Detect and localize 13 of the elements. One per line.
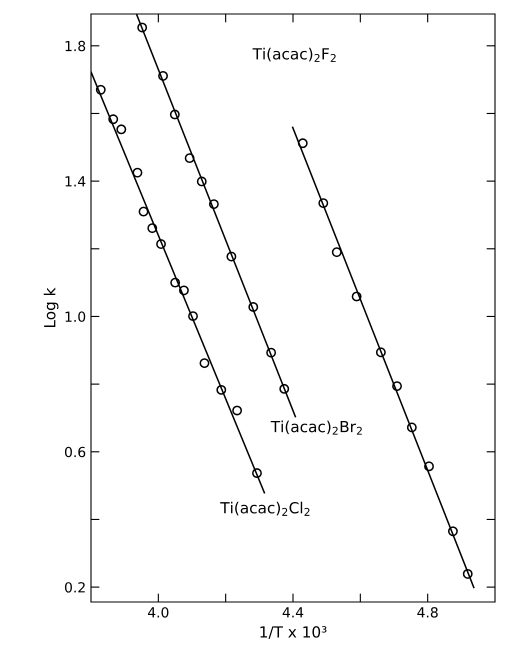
annotation: Ti(acac)$_{2}$F$_{2}$	[252, 48, 336, 62]
annotation: Ti(acac)$_{2}$Cl$_{2}$	[220, 502, 310, 516]
y-tick-label: 0.6	[64, 446, 86, 458]
x-tick-label: 4.0	[148, 607, 168, 618]
annotation: Ti(acac)$_{2}$Br$_{2}$	[270, 420, 362, 435]
y-tick-label: 0.2	[64, 582, 85, 593]
y-tick-label: 1.8	[66, 40, 86, 52]
x-axis-title: 1/T x 10³	[260, 626, 326, 639]
x-tick-label: 4.4	[282, 607, 304, 618]
y-tick-label: 1.4	[66, 176, 86, 186]
x-tick-label: 4.8	[417, 607, 438, 618]
y-axis-title: Log k	[44, 288, 58, 327]
y-tick-label: 1.0	[66, 311, 86, 322]
